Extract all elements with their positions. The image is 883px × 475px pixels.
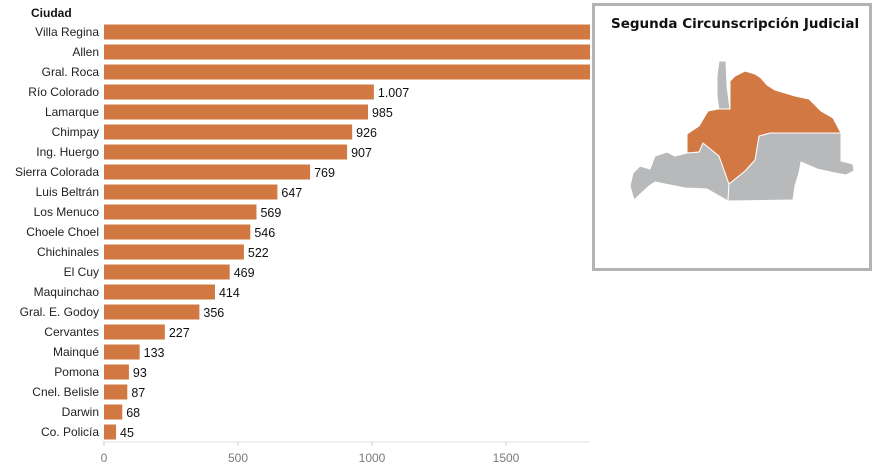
x-tick-label: 0 (101, 451, 108, 465)
x-axis: 0500100015002000250030003500 (101, 441, 590, 465)
bar (104, 264, 230, 280)
category-label: Luis Beltrán (36, 185, 99, 199)
data-label: 546 (254, 226, 275, 240)
category-label: Pomona (54, 365, 99, 379)
category-label: Chimpay (52, 125, 99, 139)
data-label: 68 (126, 406, 140, 420)
bar (104, 364, 129, 380)
category-label: Gral. E. Godoy (20, 305, 99, 319)
category-label: Ing. Huergo (36, 145, 99, 159)
bar (104, 64, 590, 80)
data-label: 133 (144, 346, 165, 360)
map-region-other-north (716, 60, 731, 111)
data-label: 1.007 (378, 86, 409, 100)
bar (104, 244, 244, 260)
bar-chart: Ciudad Villa Regina3.053Allen2.788Gral. … (15, 6, 590, 465)
category-label: Chichinales (37, 245, 99, 259)
data-label: 414 (219, 286, 240, 300)
data-label: 93 (133, 366, 147, 380)
category-label: Co. Policía (41, 425, 99, 439)
category-label: Cervantes (44, 325, 99, 339)
bar (104, 344, 140, 360)
category-label: Allen (72, 45, 99, 59)
bar (104, 44, 590, 60)
x-tick-label: 500 (228, 451, 248, 465)
data-label: 227 (169, 326, 190, 340)
bar (104, 404, 123, 420)
category-header: Ciudad (31, 6, 72, 20)
data-label: 469 (234, 266, 255, 280)
category-label: Río Colorado (28, 85, 99, 99)
category-label: Sierra Colorada (15, 165, 99, 179)
category-label: Lamarque (45, 105, 99, 119)
data-label: 569 (260, 206, 281, 220)
bar (104, 184, 278, 200)
bar (104, 384, 128, 400)
bar (104, 324, 165, 340)
data-label: 45 (120, 426, 134, 440)
data-label: 522 (248, 246, 269, 260)
data-label: 647 (281, 186, 302, 200)
bar (104, 144, 348, 160)
category-label: El Cuy (64, 265, 99, 279)
category-label: Mainqué (53, 345, 99, 359)
bar (104, 124, 353, 140)
category-label: Gral. Roca (42, 65, 100, 79)
data-label: 907 (351, 146, 372, 160)
data-label: 985 (372, 106, 393, 120)
data-label: 356 (203, 306, 224, 320)
bar (104, 304, 200, 320)
category-label: Maquinchao (34, 285, 100, 299)
category-label: Darwin (62, 405, 99, 419)
category-label: Villa Regina (35, 25, 99, 39)
x-tick-label: 1500 (493, 451, 520, 465)
data-label: 769 (314, 166, 335, 180)
map-region-highlight (686, 70, 842, 185)
x-tick-label: 1000 (359, 451, 386, 465)
category-label: Cnel. Belisle (32, 385, 99, 399)
category-label: Choele Choel (26, 225, 99, 239)
data-label: 87 (131, 386, 145, 400)
region-map (629, 60, 855, 202)
bar (104, 84, 374, 100)
bar (104, 164, 311, 180)
category-label: Los Menuco (34, 205, 100, 219)
bar (104, 204, 257, 220)
bar (104, 424, 117, 440)
data-label: 926 (356, 126, 377, 140)
bars-layer: Villa Regina3.053Allen2.788Gral. Roca2.5… (15, 24, 590, 440)
bar (104, 104, 368, 120)
bar (104, 24, 590, 40)
bar (104, 284, 215, 300)
map-panel: Segunda Circunscripción Judicial (592, 3, 872, 271)
bar (104, 224, 251, 240)
map-title: Segunda Circunscripción Judicial (611, 16, 860, 32)
